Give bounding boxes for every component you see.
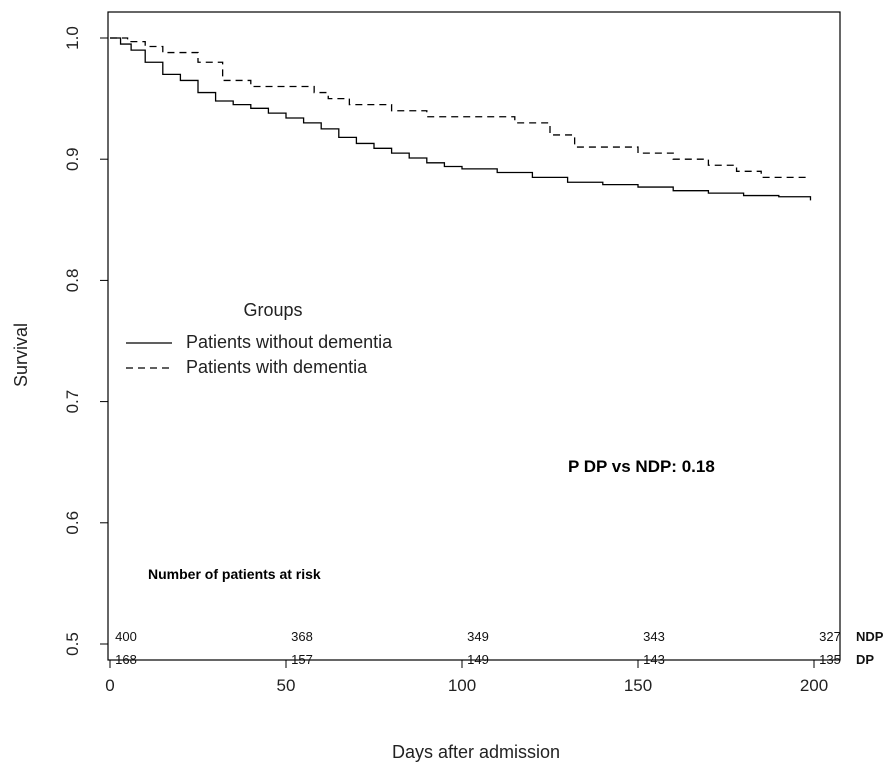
x-axis: 0 50 100 150 200	[105, 660, 828, 695]
y-tick-label: 0.6	[63, 511, 82, 535]
legend-title: Groups	[243, 300, 302, 320]
y-axis: 0.5 0.6 0.7 0.8 0.9 1.0	[63, 26, 108, 656]
x-tick-label: 150	[624, 676, 652, 695]
x-tick-label: 200	[800, 676, 828, 695]
y-axis-title: Survival	[11, 323, 31, 387]
y-tick-label: 0.7	[63, 390, 82, 414]
legend-label-with-dementia: Patients with dementia	[186, 357, 368, 377]
legend-label-without-dementia: Patients without dementia	[186, 332, 393, 352]
risk-count: 168	[115, 652, 137, 667]
x-tick-label: 50	[277, 676, 296, 695]
risk-count: 368	[291, 629, 313, 644]
p-value-annotation: P DP vs NDP: 0.18	[568, 457, 715, 476]
y-tick-label: 0.9	[63, 147, 82, 171]
legend: Groups Patients without dementia Patient…	[126, 300, 393, 377]
risk-group-label: DP	[856, 652, 874, 667]
series-line-with-dementia	[110, 37, 811, 179]
series-layer	[110, 37, 812, 201]
y-tick-label: 0.8	[63, 269, 82, 293]
x-axis-title: Days after admission	[392, 742, 560, 762]
risk-group-label: NDP	[856, 629, 884, 644]
risk-count: 135	[819, 652, 841, 667]
series-line-without-dementia	[110, 37, 812, 201]
risk-count: 149	[467, 652, 489, 667]
risk-table-title: Number of patients at risk	[148, 566, 321, 582]
risk-count: 327	[819, 629, 841, 644]
plot-frame	[107, 11, 841, 661]
risk-count: 400	[115, 629, 137, 644]
risk-table: 400 368 349 343 327 NDP 168 157 149 143 135 DP	[115, 629, 884, 667]
y-tick-label: 1.0	[63, 26, 82, 50]
x-tick-label: 100	[448, 676, 476, 695]
risk-count: 143	[643, 652, 665, 667]
risk-count: 349	[467, 629, 489, 644]
risk-count: 343	[643, 629, 665, 644]
risk-count: 157	[291, 652, 313, 667]
x-tick-label: 0	[105, 676, 114, 695]
y-tick-label: 0.5	[63, 632, 82, 656]
